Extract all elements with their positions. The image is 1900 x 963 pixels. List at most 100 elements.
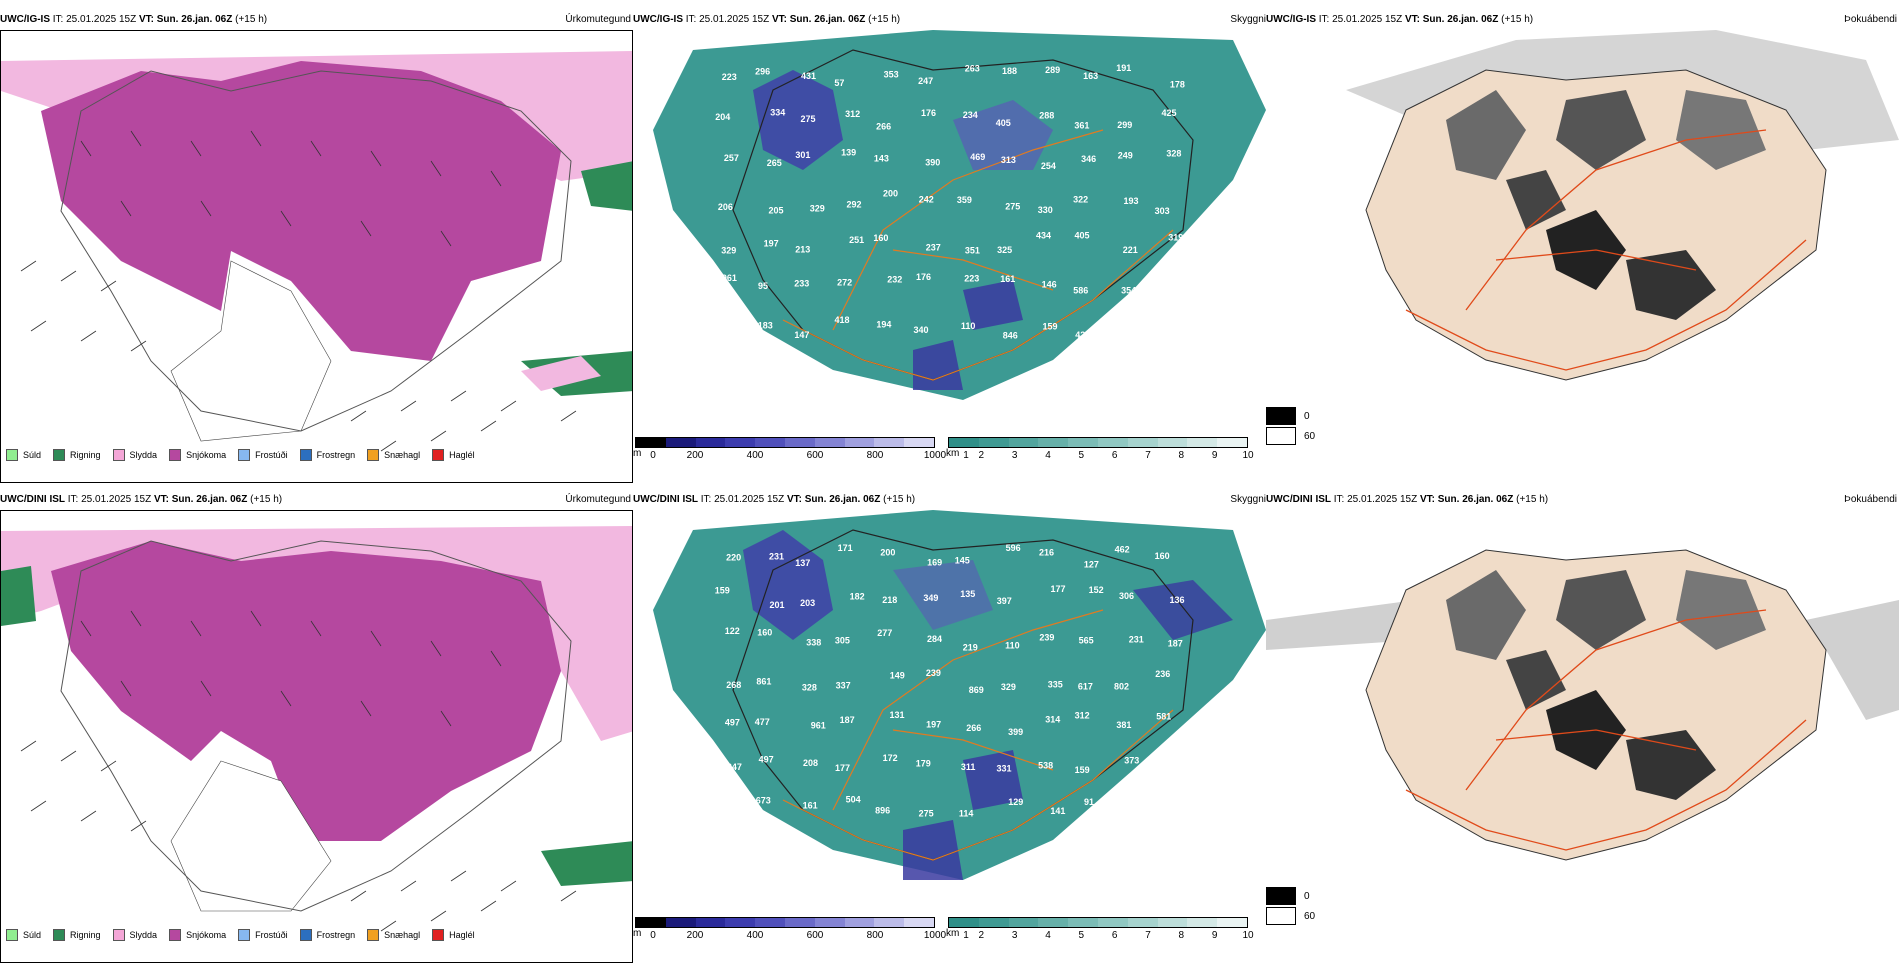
cloud-base-label: 160 bbox=[1155, 551, 1170, 561]
colorbar-segment bbox=[1217, 918, 1247, 927]
colorbar-segment bbox=[1097, 438, 1128, 447]
cloud-base-label: 504 bbox=[846, 794, 861, 804]
cloud-base-label: 110 bbox=[961, 321, 976, 331]
cloud-base-label: 277 bbox=[877, 628, 892, 638]
cloud-base-label: 242 bbox=[919, 194, 934, 204]
cloud-base-label: 236 bbox=[1155, 669, 1170, 679]
cloud-base-label: 346 bbox=[1081, 154, 1096, 164]
colorbar-segment bbox=[695, 918, 726, 927]
cloud-base-label: 171 bbox=[838, 543, 853, 553]
legend-swatch bbox=[53, 929, 66, 941]
cloud-base-label: 275 bbox=[801, 114, 816, 124]
colorbar-segment bbox=[949, 438, 979, 447]
cloud-base-label: 268 bbox=[726, 680, 741, 690]
colorbar-tick-label: 9 bbox=[1211, 450, 1218, 461]
cloud-base-label: 335 bbox=[1048, 680, 1063, 690]
wind-barbs bbox=[20, 130, 577, 452]
legend-item: Haglél bbox=[432, 929, 475, 941]
cloud-base-label: 197 bbox=[926, 720, 941, 730]
cloud-base-label: 306 bbox=[1119, 591, 1134, 601]
legend-swatch bbox=[169, 929, 182, 941]
wind-barbs bbox=[20, 610, 577, 932]
precip-map bbox=[0, 510, 633, 963]
cloud-base-label: 161 bbox=[803, 801, 818, 811]
cloud-base-label: 239 bbox=[1039, 632, 1054, 642]
cloud-base-label: 82 bbox=[769, 364, 779, 374]
cloud-base-label: 586 bbox=[1073, 286, 1088, 296]
colorbar-tick-label: 10 bbox=[1242, 450, 1254, 461]
cloud-base-label: 305 bbox=[1158, 753, 1173, 763]
visibility-panel-bottom: UWC/DINI ISL IT: 25.01.2025 15Z VT: Sun.… bbox=[633, 492, 1266, 962]
cloud-base-labels: 223 296 431 57 353 247 263 188 289 163 191 178 204 33… bbox=[715, 63, 1185, 383]
cloud-base-label: 351 bbox=[965, 246, 980, 256]
cloud-base-label: 197 bbox=[764, 238, 779, 248]
colorbar-tick-label: 9 bbox=[1211, 930, 1218, 941]
cloud-base-label: 145 bbox=[955, 555, 970, 565]
legend-item: Snjókoma bbox=[169, 929, 226, 941]
cloud-base-label: 325 bbox=[997, 245, 1012, 255]
panel-title: Úrkomutegund bbox=[565, 14, 631, 25]
legend-swatch bbox=[299, 449, 312, 461]
cloud-base-label: 331 bbox=[997, 764, 1012, 774]
road-network bbox=[782, 129, 1174, 381]
cloud-base-label: 137 bbox=[795, 558, 810, 568]
legend-item: Frostregn bbox=[299, 449, 355, 461]
cloud-base-label: 169 bbox=[927, 558, 942, 568]
cloud-base-label: 329 bbox=[721, 246, 736, 256]
panel-header: UWC/IG-IS IT: 25.01.2025 15Z VT: Sun. 26… bbox=[1266, 14, 1534, 25]
cloud-base-label: 497 bbox=[759, 755, 774, 765]
colorbar-segment bbox=[636, 918, 666, 927]
cloud-base-label: 239 bbox=[926, 668, 941, 678]
cloud-base-label: 312 bbox=[1075, 711, 1090, 721]
cloud-base-label: 152 bbox=[1089, 585, 1104, 595]
cloud-base-label: 469 bbox=[970, 152, 985, 162]
cloud-base-label: 337 bbox=[836, 681, 851, 691]
cloud-base-label: 160 bbox=[757, 628, 772, 638]
cloud-base-label: 330 bbox=[1038, 205, 1053, 215]
legend-swatch bbox=[112, 929, 125, 941]
colorbar-tick-label: 400 bbox=[746, 450, 764, 461]
colorbar-segment bbox=[1038, 438, 1069, 447]
legend-item: Slydda bbox=[112, 449, 157, 461]
fog-legend: 0 60 bbox=[1266, 887, 1315, 927]
panel-title: Úrkomutegund bbox=[565, 494, 631, 505]
road-network bbox=[1405, 609, 1807, 851]
cloud-base-labels: 220 231 137 171 200 169 145 596 216 127 462 160 159 2… bbox=[715, 543, 1185, 819]
fog-legend-item: 60 bbox=[1266, 907, 1315, 925]
legend-item: Snæhagl bbox=[367, 449, 420, 461]
cloud-base-label: 251 bbox=[849, 235, 864, 245]
cloud-base-label: 223 bbox=[722, 72, 737, 82]
cloud-base-label: 284 bbox=[927, 634, 942, 644]
colorbar-segment bbox=[1068, 438, 1098, 447]
colorbar-tick-label: 1000 bbox=[923, 930, 947, 941]
colorbar-tick-label: 7 bbox=[1145, 930, 1151, 941]
cloud-base-label: 110 bbox=[1005, 641, 1020, 651]
cloud-base-label: 141 bbox=[1050, 806, 1065, 816]
legend-item: Súld bbox=[6, 449, 41, 461]
fog-legend: 0 60 bbox=[1266, 407, 1315, 447]
cloud-base-label: 177 bbox=[835, 763, 850, 773]
cloud-base-label: 159 bbox=[1043, 322, 1058, 332]
colorbar-tick-label: 200 bbox=[686, 930, 704, 941]
colorbar-tick-label: 600 bbox=[806, 450, 824, 461]
colorbar-tick-label: 4 bbox=[1045, 450, 1051, 461]
cloud-base-label: 124 bbox=[1169, 326, 1184, 336]
cloud-base-label: 204 bbox=[715, 112, 730, 122]
visibility-panel-top: UWC/IG-IS IT: 25.01.2025 15Z VT: Sun. 26… bbox=[633, 12, 1266, 482]
cloud-base-label: 303 bbox=[1155, 206, 1170, 216]
cloud-base-label: 869 bbox=[969, 685, 984, 695]
cloud-base-label: 146 bbox=[1042, 280, 1057, 290]
cloud-base-label: 596 bbox=[1006, 543, 1021, 553]
precip-legend: Súld Rigning Slydda Snjókoma Frostúði Fr… bbox=[6, 929, 475, 941]
colorbar-segment bbox=[755, 918, 785, 927]
panel-title: Þokuábendi bbox=[1844, 494, 1897, 505]
colorbar-segment bbox=[904, 918, 934, 927]
legend-swatch bbox=[1266, 907, 1296, 925]
precip-type-panel-bottom: UWC/DINI ISL IT: 25.01.2025 15Z VT: Sun.… bbox=[0, 492, 633, 963]
cloud-base-label: 275 bbox=[919, 809, 934, 819]
colorbar-segment bbox=[814, 438, 845, 447]
colorbar-segment bbox=[1127, 918, 1158, 927]
colorbar-tick-label: 3 bbox=[1011, 930, 1018, 941]
cloud-base-label: 127 bbox=[1084, 560, 1099, 570]
cloud-base-label: 301 bbox=[795, 150, 810, 160]
